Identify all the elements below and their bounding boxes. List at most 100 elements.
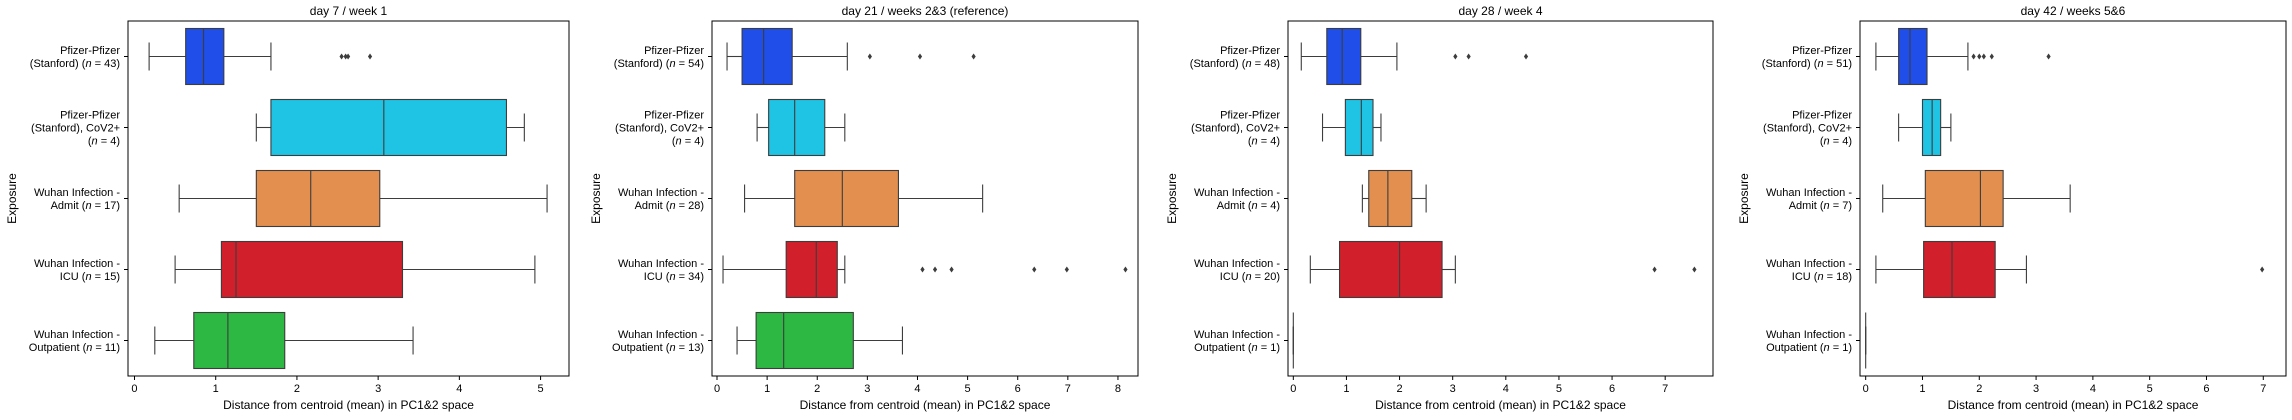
- outlier-point: [1977, 53, 1982, 60]
- category-label: Outpatient (n = 1): [1194, 342, 1280, 354]
- category-label: Pfizer-Pfizer: [1792, 110, 1852, 122]
- category-label: Wuhan Infection -: [34, 187, 120, 199]
- category-label: ICU (n = 18): [1792, 271, 1852, 283]
- category-label: ICU (n = 15): [60, 271, 120, 283]
- category-label: Wuhan Infection -: [1766, 258, 1852, 270]
- x-tick-label: 3: [864, 383, 870, 395]
- x-tick-label: 3: [2033, 383, 2039, 395]
- box-iqr: [255, 169, 381, 228]
- box-iqr: [1923, 240, 1996, 299]
- category-label: Pfizer-Pfizer: [644, 110, 704, 122]
- outlier-point: [2260, 266, 2265, 273]
- x-axis-label: Distance from centroid (mean) in PC1&2 s…: [1948, 398, 2199, 412]
- box-group: [726, 27, 976, 86]
- y-axis-label: Exposure: [1165, 173, 1179, 224]
- box-iqr: [768, 98, 826, 157]
- panel-title: day 42 / weeks 5&6: [2021, 4, 2126, 18]
- x-tick-label: 3: [375, 383, 381, 395]
- category-label: (n = 4): [672, 136, 704, 148]
- x-tick-label: 1: [1343, 383, 1349, 395]
- box-iqr: [185, 27, 225, 86]
- box-group: [174, 240, 536, 299]
- box-group: [255, 98, 525, 157]
- category-label: (Stanford) (n = 51): [1762, 58, 1852, 70]
- x-tick-label: 0: [714, 383, 720, 395]
- category-label: Wuhan Infection -: [1194, 329, 1280, 341]
- outlier-point: [917, 53, 923, 60]
- outlier-point: [343, 53, 348, 60]
- box-group: [756, 98, 846, 157]
- outlier-point: [339, 53, 344, 60]
- box-group: [1309, 240, 1697, 299]
- box-group: [1898, 98, 1952, 157]
- outlier-point: [867, 53, 872, 60]
- y-axis-label: Exposure: [1737, 173, 1751, 224]
- x-tick-label: 5: [2147, 383, 2153, 395]
- outlier-point: [1971, 53, 1976, 60]
- outlier-point: [1032, 266, 1037, 273]
- box-iqr: [1326, 27, 1362, 86]
- box-group: [1321, 98, 1382, 157]
- category-label: (Stanford), CoV2+: [31, 123, 120, 135]
- outlier-point: [920, 266, 925, 273]
- category-label: (Stanford) (n = 43): [30, 58, 120, 70]
- box-iqr: [1368, 169, 1413, 228]
- x-axis-label: Distance from centroid (mean) in PC1&2 s…: [223, 398, 474, 412]
- box-group: [178, 169, 548, 228]
- panel-title: day 21 / weeks 2&3 (reference): [842, 4, 1009, 18]
- x-tick-label: 6: [2203, 383, 2209, 395]
- box-iqr: [794, 169, 899, 228]
- outlier-point: [1523, 53, 1529, 60]
- x-tick-label: 7: [1065, 383, 1071, 395]
- outlier-point: [1692, 266, 1697, 273]
- outlier-point: [2046, 53, 2051, 60]
- category-label: Wuhan Infection -: [618, 258, 704, 270]
- x-tick-label: 0: [1863, 383, 1869, 395]
- panel-1: day 7 / week 1 Pfizer-Pfizer (Stanford) (n…: [5, 4, 570, 412]
- x-tick-label: 2: [814, 383, 820, 395]
- axes-frame: [1859, 20, 2287, 377]
- category-label: (n = 4): [1248, 136, 1280, 148]
- category-label: Outpatient (n = 11): [29, 342, 120, 354]
- category-label: ICU (n = 20): [1220, 271, 1280, 283]
- outlier-point: [1989, 53, 1994, 60]
- box-group: [744, 169, 984, 228]
- category-label: Admit (n = 4): [1217, 200, 1280, 212]
- panel-4: day 42 / weeks 5&6 Pfizer-Pfizer (Stanford…: [1737, 4, 2287, 412]
- panel-title: day 7 / week 1: [310, 4, 388, 18]
- category-label: Pfizer-Pfizer: [1220, 110, 1280, 122]
- category-label: Pfizer-Pfizer: [60, 110, 120, 122]
- outlier-point: [1453, 53, 1458, 60]
- box-iqr: [1924, 169, 2004, 228]
- x-tick-label: 0: [1290, 383, 1296, 395]
- box-iqr: [755, 311, 854, 370]
- x-tick-label: 2: [294, 383, 300, 395]
- x-tick-label: 4: [914, 383, 920, 395]
- axes-frame: [711, 20, 1139, 377]
- x-tick-label: 6: [1015, 383, 1021, 395]
- x-tick-label: 4: [456, 383, 462, 395]
- category-label: Wuhan Infection -: [618, 187, 704, 199]
- x-tick-label: 4: [1503, 383, 1509, 395]
- x-tick-label: 7: [2260, 383, 2266, 395]
- outlier-point: [1123, 266, 1128, 273]
- y-axis-label: Exposure: [5, 173, 19, 224]
- outlier-point: [1064, 266, 1069, 273]
- category-label: (n = 4): [88, 136, 120, 148]
- category-label: Wuhan Infection -: [1766, 329, 1852, 341]
- box-group: [1875, 240, 2265, 299]
- category-label: Admit (n = 17): [51, 200, 120, 212]
- x-tick-label: 5: [1556, 383, 1562, 395]
- outlier-point: [1981, 53, 1986, 60]
- x-tick-label: 5: [965, 383, 971, 395]
- box-group: [736, 311, 903, 370]
- outlier-point: [932, 266, 938, 273]
- box-group: [154, 311, 414, 370]
- box-group: [148, 27, 373, 86]
- panel-title: day 28 / week 4: [1458, 4, 1542, 18]
- x-tick-label: 2: [1976, 383, 1982, 395]
- box-iqr: [785, 240, 838, 299]
- x-tick-label: 3: [1450, 383, 1456, 395]
- category-label: (Stanford), CoV2+: [1191, 123, 1280, 135]
- x-tick-label: 1: [764, 383, 770, 395]
